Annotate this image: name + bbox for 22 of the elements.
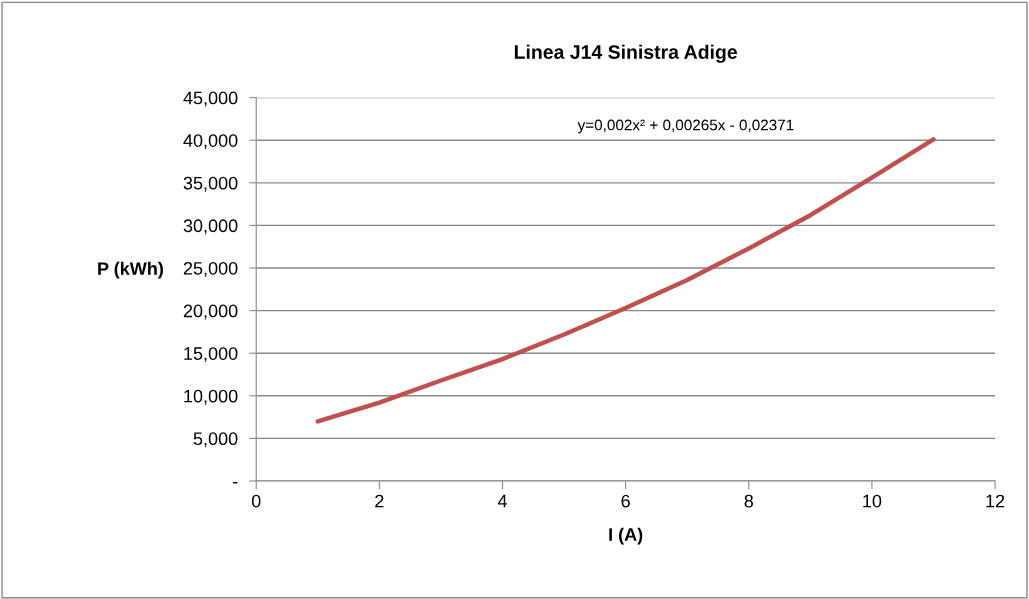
- y-axis-title: P (kWh): [98, 261, 163, 279]
- chart-title: Linea J14 Sinistra Adige: [514, 44, 737, 63]
- y-tick-label: 35,000: [183, 176, 238, 192]
- y-tick-label: 30,000: [183, 219, 238, 235]
- x-tick-label: 6: [621, 494, 630, 508]
- y-tick-label: 25,000: [183, 261, 238, 277]
- y-tick-label: 20,000: [183, 304, 238, 320]
- x-tick-label: 2: [375, 494, 384, 508]
- y-tick-label: 40,000: [183, 134, 238, 150]
- line-series: [315, 137, 936, 424]
- y-tick-label: -: [232, 482, 238, 484]
- y-tick-label: 10,000: [184, 389, 238, 405]
- y-tick-label: 15,000: [184, 347, 238, 363]
- y-tick-label: 5,000: [193, 432, 238, 448]
- annotation: y=0,002x² + 0,00265x - 0,02371: [577, 119, 794, 134]
- x-tick-label: 12: [986, 494, 1005, 508]
- x-tick-label: 8: [744, 494, 754, 508]
- x-tick-label: 0: [251, 494, 261, 508]
- y-tick-label: 45,000: [183, 91, 238, 107]
- x-axis-title: I (A): [609, 527, 643, 545]
- x-tick-label: 4: [497, 494, 507, 508]
- x-tick-label: 10: [863, 494, 882, 508]
